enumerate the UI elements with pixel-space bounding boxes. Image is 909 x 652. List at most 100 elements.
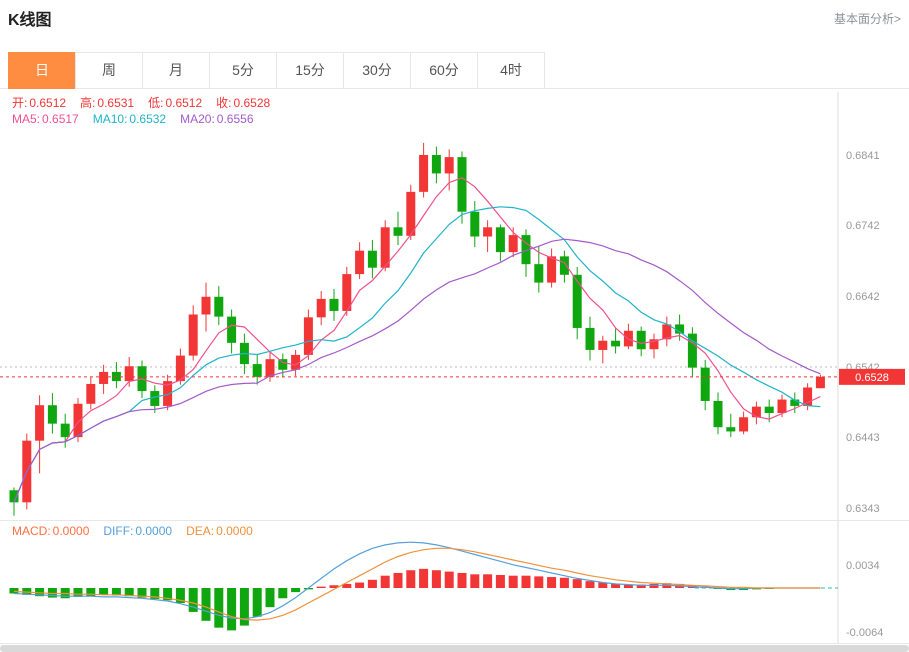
macd-hist-bar <box>35 588 45 597</box>
macd-hist-bar <box>227 588 237 631</box>
legend-macd-item: DEA: 0.0000 <box>186 524 253 538</box>
macd-hist-bar <box>611 583 621 588</box>
macd-hist-bar <box>137 588 147 598</box>
candle-body <box>150 391 160 406</box>
legend-value: 0.6528 <box>233 96 271 110</box>
macd-hist-bar <box>86 588 96 597</box>
tab-week[interactable]: 周 <box>75 52 143 89</box>
tab-60min[interactable]: 60分 <box>410 52 478 89</box>
tab-5min[interactable]: 5分 <box>209 52 277 89</box>
macd-hist-bar <box>419 568 429 588</box>
macd-hist-bar <box>470 574 480 588</box>
candle-body <box>406 191 416 236</box>
legend-ohlc-item: 开: 0.6512 <box>12 94 66 111</box>
candle-body <box>559 256 569 275</box>
macd-hist-bar <box>406 570 416 588</box>
legend-value: 0.0000 <box>216 524 253 538</box>
macd-axis-label: -0.0064 <box>846 627 883 639</box>
price-axis-label: 0.6642 <box>846 291 880 303</box>
macd-hist-bar <box>73 588 83 597</box>
legend-ma-item: MA20: 0.6556 <box>180 112 253 126</box>
current-price-badge <box>839 368 905 385</box>
candle-body <box>303 317 313 355</box>
macd-hist-bar <box>22 588 32 595</box>
price-axis-label: 0.6343 <box>846 503 880 515</box>
ma20-line <box>13 238 821 503</box>
candle-body <box>86 383 96 404</box>
ma-legend: MA5: 0.6517 MA10: 0.6532 MA20: 0.6556 <box>12 112 268 126</box>
macd-hist-bar <box>623 584 633 588</box>
ma5-line <box>13 177 821 503</box>
candle-body <box>534 264 544 283</box>
tab-30min[interactable]: 30分 <box>343 52 411 89</box>
candle-body <box>163 381 173 406</box>
macd-hist-bar <box>483 574 493 588</box>
candle-body <box>47 405 57 424</box>
candle-body <box>547 256 557 283</box>
candle-body <box>687 333 697 368</box>
macd-hist-bar <box>355 582 365 588</box>
legend-label: DIFF: <box>103 524 134 538</box>
macd-hist-bar <box>316 586 326 588</box>
macd-hist-bar <box>457 572 467 588</box>
candle-body <box>188 314 198 356</box>
candle-body <box>367 250 377 268</box>
candle-body <box>777 399 787 414</box>
candle-body <box>35 405 45 441</box>
macd-legend: MACD: 0.0000 DIFF: 0.0000 DEA: 0.0000 <box>12 524 267 538</box>
macd-hist-bar <box>585 581 595 588</box>
candle-body <box>495 227 505 253</box>
candle-body <box>342 274 352 311</box>
tab-month[interactable]: 月 <box>142 52 210 89</box>
candle-body <box>329 298 339 311</box>
legend-ma-item: MA10: 0.6532 <box>93 112 166 126</box>
candle-body <box>751 406 761 418</box>
macd-hist-bar <box>380 575 390 588</box>
candle-body <box>662 324 672 340</box>
macd-hist-bar <box>559 577 569 588</box>
candle-body <box>764 406 774 414</box>
candle-body <box>675 324 685 334</box>
legend-label: MA10: <box>92 112 128 126</box>
candle-body <box>700 367 710 401</box>
period-tabs: 日周月 5分 15分 30分 60分 4时 <box>8 52 545 89</box>
candle-body <box>713 400 723 428</box>
tab-4hour[interactable]: 4时 <box>477 52 545 89</box>
fundamental-analysis-link[interactable]: 基本面分析> <box>833 11 901 26</box>
candle-body <box>521 235 531 265</box>
macd-hist-bar <box>201 588 211 621</box>
legend-value: 0.6512 <box>29 96 67 110</box>
macd-hist-bar <box>636 584 646 588</box>
candle-body <box>214 296 224 317</box>
candle-body <box>803 387 813 406</box>
page-header: K线图 基本面分析> <box>8 6 901 30</box>
macd-hist-bar <box>521 575 531 588</box>
legend-label: 高: <box>80 96 96 110</box>
legend-label: MA20: <box>180 112 215 126</box>
ma10-line <box>13 206 821 503</box>
legend-label: 低: <box>148 96 164 110</box>
tab-day[interactable]: 日 <box>8 52 76 89</box>
candle-body <box>265 359 275 377</box>
legend-macd-item: MACD: 0.0000 <box>12 524 89 538</box>
price-axis-label: 0.6443 <box>846 432 880 444</box>
macd-hist-bar <box>124 588 134 597</box>
price-axis-label: 0.6742 <box>846 220 880 232</box>
macd-hist-bar <box>111 588 121 596</box>
candle-body <box>355 250 365 275</box>
page-title: K线图 <box>8 12 52 29</box>
candle-body <box>227 316 237 343</box>
macd-hist-bar <box>367 579 377 588</box>
legend-macd-item: DIFF: 0.0000 <box>103 524 172 538</box>
macd-hist-bar <box>252 588 262 617</box>
legend-ohlc-item: 低: 0.6512 <box>148 94 202 111</box>
candle-body <box>457 157 467 212</box>
candle-body <box>60 423 70 438</box>
chart-scrollbar[interactable] <box>0 645 909 652</box>
legend-value: 0.0000 <box>52 524 90 538</box>
candle-body <box>316 298 326 318</box>
tab-15min[interactable]: 15分 <box>276 52 344 89</box>
macd-hist-bar <box>495 575 505 588</box>
candle-body <box>73 403 83 438</box>
